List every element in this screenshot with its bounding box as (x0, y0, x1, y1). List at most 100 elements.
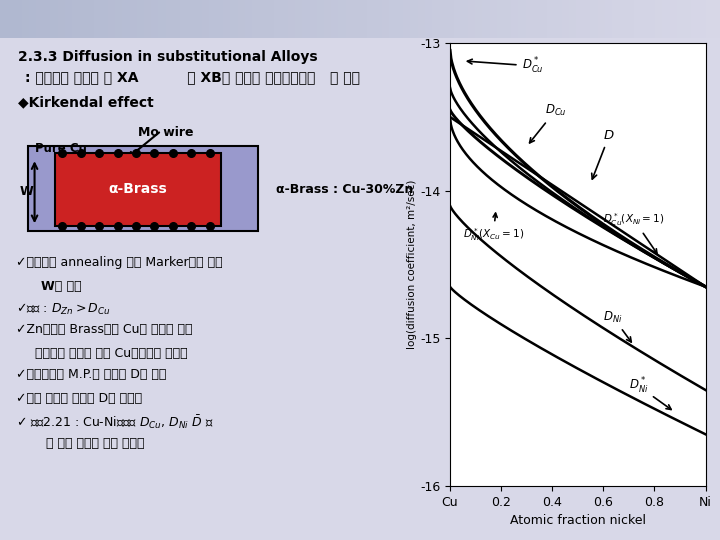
Bar (331, 0, 338, 38)
Bar (209, 0, 216, 38)
Text: 가 합금 조성에 따라 변한다: 가 합금 조성에 따라 변한다 (46, 437, 145, 450)
Bar (540, 0, 547, 38)
Bar (605, 0, 612, 38)
Text: ✓일반적으로 M.P.가 낮으면 D가 크다: ✓일반적으로 M.P.가 낮으면 D가 크다 (16, 368, 166, 381)
Text: 방향으로 확산해 가는 Cu원자보다 빠르다: 방향으로 확산해 가는 Cu원자보다 빠르다 (35, 347, 187, 360)
Y-axis label: log(diffusion coefficient, m²/sec): log(diffusion coefficient, m²/sec) (407, 180, 417, 349)
Bar (461, 0, 468, 38)
Bar (410, 0, 418, 38)
Bar (115, 0, 122, 38)
Text: $D$: $D$ (592, 129, 615, 179)
Text: α-Brass: α-Brass (109, 183, 168, 197)
Bar (122, 0, 130, 38)
Bar (310, 0, 317, 38)
Bar (468, 0, 475, 38)
Bar (554, 0, 562, 38)
Text: α-Brass : Cu-30%Zn: α-Brass : Cu-30%Zn (276, 183, 414, 196)
Bar (655, 0, 662, 38)
Bar (7, 0, 14, 38)
Bar (583, 0, 590, 38)
Bar (55, 153, 221, 226)
Bar (547, 0, 554, 38)
Bar (612, 0, 619, 38)
Bar (684, 0, 691, 38)
Bar (194, 0, 202, 38)
Bar (526, 0, 533, 38)
Bar (36, 0, 43, 38)
Bar (518, 0, 526, 38)
Bar (230, 0, 238, 38)
Bar (504, 0, 511, 38)
Text: $D^*_{Ni}$: $D^*_{Ni}$ (629, 376, 671, 409)
Bar (418, 0, 425, 38)
Text: ✓이유 : $D_{Zn}>D_{Cu}$: ✓이유 : $D_{Zn}>D_{Cu}$ (16, 301, 111, 316)
Bar (259, 0, 266, 38)
Bar (281, 0, 288, 38)
Bar (144, 0, 151, 38)
Bar (662, 0, 670, 38)
Text: Mo wire: Mo wire (138, 126, 194, 139)
Bar (137, 0, 144, 38)
Bar (180, 0, 187, 38)
Bar (382, 0, 389, 38)
Bar (396, 0, 403, 38)
Bar (58, 0, 65, 38)
Text: ✓합금 조성에 따라서 D가 변한다: ✓합금 조성에 따라서 D가 변한다 (16, 392, 143, 405)
Bar (346, 0, 353, 38)
Bar (454, 0, 461, 38)
Bar (598, 0, 605, 38)
Text: ◆Kirkendal effect: ◆Kirkendal effect (19, 96, 154, 110)
Bar (14, 0, 22, 38)
Bar (101, 0, 108, 38)
Bar (245, 0, 252, 38)
Bar (367, 0, 374, 38)
Bar (446, 0, 454, 38)
Bar (302, 0, 310, 38)
Bar (94, 0, 101, 38)
Text: $D_{Ni}$: $D_{Ni}$ (603, 309, 631, 342)
Bar (439, 0, 446, 38)
Bar (266, 0, 274, 38)
Text: $D^*_{Ni}(X_{Cu}{=}1)$: $D^*_{Ni}(X_{Cu}{=}1)$ (463, 213, 524, 243)
Bar (29, 0, 36, 38)
Text: W는 감소: W는 감소 (42, 280, 82, 293)
Bar (151, 0, 158, 38)
Text: $D^*_{Cu}$: $D^*_{Cu}$ (467, 56, 543, 76)
Bar (374, 0, 382, 38)
Bar (274, 0, 281, 38)
Bar (670, 0, 677, 38)
Bar (86, 0, 94, 38)
Bar (425, 0, 432, 38)
Bar (238, 0, 245, 38)
Bar (626, 0, 634, 38)
Bar (0, 0, 7, 38)
Bar (490, 0, 497, 38)
Bar (403, 0, 410, 38)
Bar (475, 0, 482, 38)
Text: ✓ 그림2.21 : Cu-Ni합금의 $D_{Cu}$, $D_{Ni}$ $\bar{D}$ 과: ✓ 그림2.21 : Cu-Ni합금의 $D_{Cu}$, $D_{Ni}$ $… (16, 414, 214, 431)
Text: ✓고온에서 annealing 하면 Marker간의 거리: ✓고온에서 annealing 하면 Marker간의 거리 (16, 256, 222, 269)
Bar (202, 0, 209, 38)
Bar (216, 0, 223, 38)
Bar (619, 0, 626, 38)
Text: : 일정시간 어닐링 후 XA          및 XB의 변화을 결정하므로써   을 구함: : 일정시간 어닐링 후 XA 및 XB의 변화을 결정하므로써 을 구함 (25, 70, 360, 84)
X-axis label: Atomic fraction nickel: Atomic fraction nickel (510, 514, 646, 527)
Text: Pure Cu: Pure Cu (35, 142, 86, 155)
Bar (324, 0, 331, 38)
Bar (432, 0, 439, 38)
Bar (713, 0, 720, 38)
Bar (317, 0, 324, 38)
Bar (43, 0, 50, 38)
Text: W: W (20, 185, 34, 199)
Bar (706, 0, 713, 38)
Bar (187, 0, 194, 38)
Bar (360, 0, 367, 38)
Bar (562, 0, 569, 38)
Bar (166, 0, 173, 38)
Bar (173, 0, 180, 38)
Bar (569, 0, 576, 38)
Bar (79, 0, 86, 38)
Bar (158, 0, 166, 38)
Bar (22, 0, 29, 38)
Bar (389, 0, 396, 38)
